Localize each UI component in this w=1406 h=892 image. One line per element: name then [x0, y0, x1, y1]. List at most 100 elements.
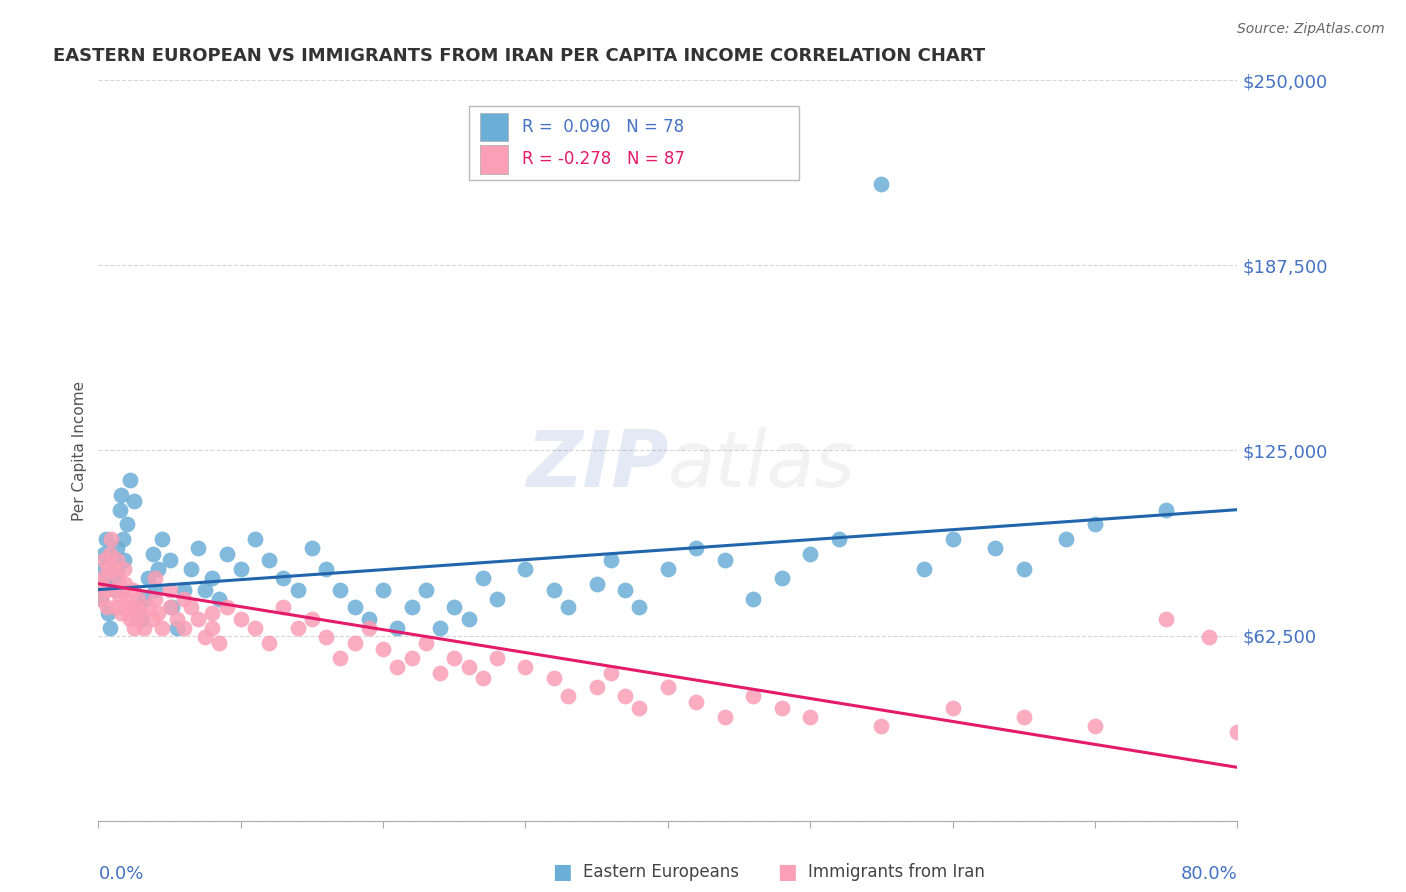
Point [96, 576, 118, 591]
Point [628, 701, 651, 715]
Point [714, 710, 737, 724]
Point [657, 562, 679, 576]
Point [301, 612, 323, 626]
Text: R = -0.278   N = 87: R = -0.278 N = 87 [522, 151, 685, 169]
Text: atlas: atlas [668, 427, 856, 503]
Point [152, 533, 174, 547]
Point [103, 571, 125, 585]
Y-axis label: Per Capita Income: Per Capita Income [72, 380, 87, 521]
Point [912, 562, 935, 576]
Point [201, 571, 224, 585]
Point [343, 636, 366, 650]
Point [127, 600, 149, 615]
Point [870, 177, 893, 191]
Point [301, 541, 323, 556]
Point [110, 488, 132, 502]
Point [585, 576, 607, 591]
Point [543, 582, 565, 597]
Point [127, 591, 149, 606]
Point [614, 582, 637, 597]
Point [1084, 719, 1107, 733]
Point [357, 612, 380, 626]
Point [201, 607, 224, 621]
Point [101, 562, 124, 576]
Point [89, 576, 111, 591]
Point [187, 612, 209, 626]
Point [1198, 630, 1220, 644]
Point [90, 591, 112, 606]
Point [118, 473, 141, 487]
Point [115, 591, 138, 606]
Point [145, 591, 167, 606]
Point [1154, 612, 1177, 626]
Point [98, 547, 121, 561]
Point [148, 562, 170, 576]
Point [96, 600, 118, 615]
Point [457, 659, 479, 673]
Point [132, 591, 155, 606]
Point [108, 591, 131, 606]
Point [108, 502, 131, 516]
Point [685, 541, 707, 556]
Point [486, 650, 509, 665]
Point [557, 600, 579, 615]
Point [515, 562, 537, 576]
Point [129, 607, 152, 621]
Point [273, 571, 295, 585]
Point [159, 553, 181, 567]
Point [429, 665, 451, 680]
Point [657, 681, 679, 695]
Point [122, 493, 145, 508]
Point [104, 582, 127, 597]
Point [401, 600, 423, 615]
Point [94, 533, 117, 547]
Point [387, 621, 409, 635]
Text: 0.0%: 0.0% [98, 865, 143, 883]
Point [315, 630, 337, 644]
Point [105, 553, 128, 567]
Point [122, 621, 145, 635]
FancyBboxPatch shape [479, 145, 509, 174]
Point [543, 672, 565, 686]
Point [129, 612, 152, 626]
Point [614, 690, 637, 704]
Point [136, 600, 159, 615]
Point [148, 607, 170, 621]
Point [443, 650, 465, 665]
Point [125, 612, 148, 626]
Point [243, 621, 266, 635]
Point [166, 612, 188, 626]
Point [114, 576, 136, 591]
Point [100, 533, 122, 547]
Point [415, 636, 437, 650]
Point [97, 607, 120, 621]
Text: ZIP: ZIP [526, 427, 668, 503]
Text: ■: ■ [553, 863, 572, 882]
Point [229, 612, 252, 626]
Point [357, 621, 380, 635]
Text: Immigrants from Iran: Immigrants from Iran [808, 863, 986, 881]
Point [415, 582, 437, 597]
Point [112, 553, 135, 567]
Point [201, 621, 224, 635]
Point [145, 571, 167, 585]
Point [799, 547, 821, 561]
Point [942, 533, 965, 547]
Text: R =  0.090   N = 78: R = 0.090 N = 78 [522, 118, 685, 136]
Point [799, 710, 821, 724]
Point [1012, 562, 1035, 576]
Point [141, 547, 163, 561]
Point [329, 582, 352, 597]
Point [471, 571, 494, 585]
Point [180, 562, 202, 576]
Point [714, 553, 737, 567]
Point [115, 517, 138, 532]
Point [90, 591, 112, 606]
Point [208, 636, 231, 650]
Point [124, 600, 146, 615]
Point [141, 612, 163, 626]
Point [429, 621, 451, 635]
Point [103, 582, 125, 597]
Point [1154, 502, 1177, 516]
Point [215, 547, 238, 561]
